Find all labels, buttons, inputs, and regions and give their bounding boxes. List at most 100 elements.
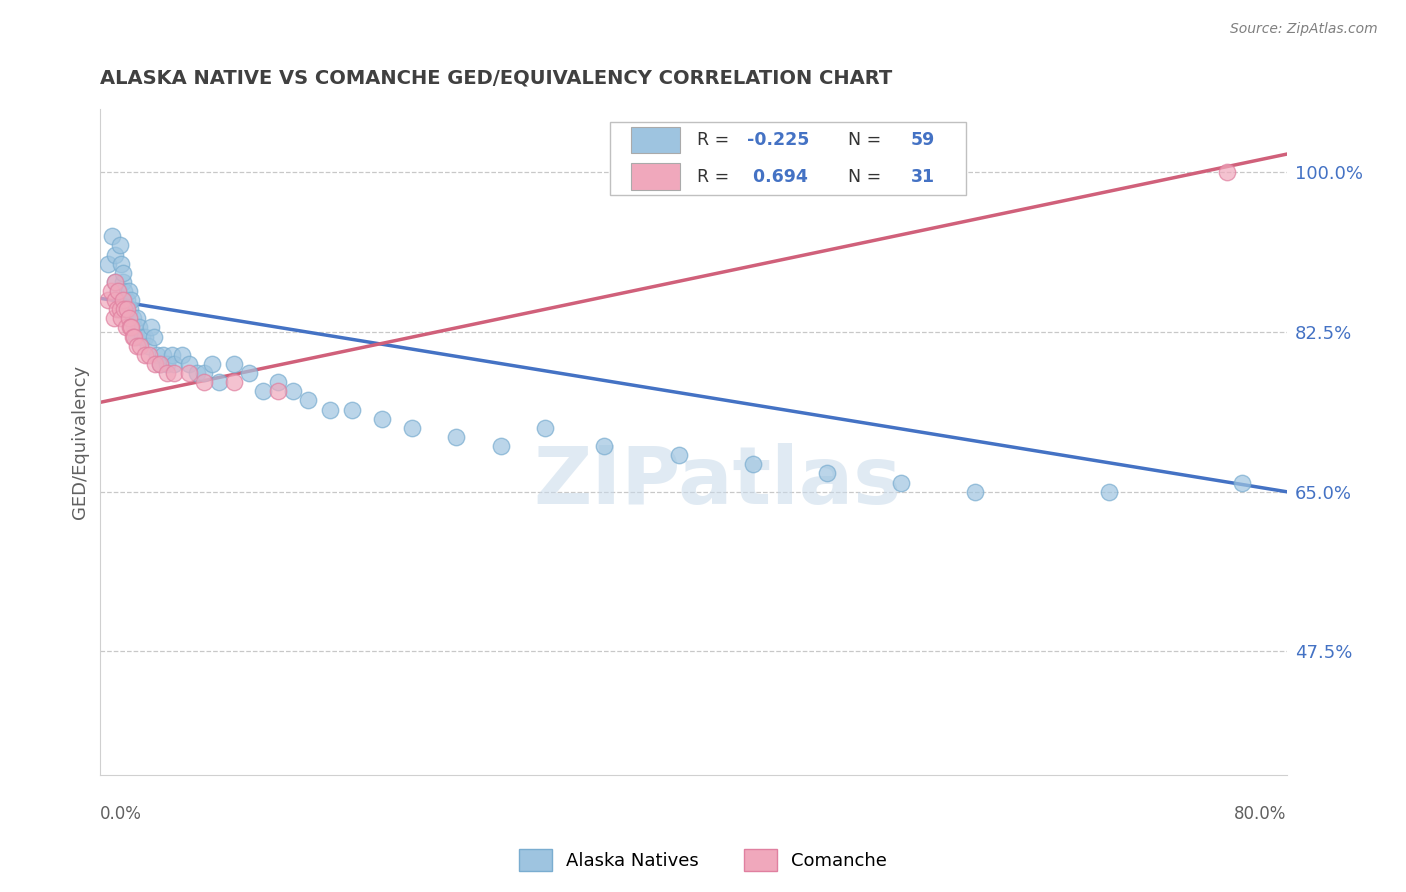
Point [134, 348, 156, 362]
Point [136, 339, 159, 353]
Point [97, 257, 120, 271]
Point [105, 302, 128, 317]
Point [117, 284, 139, 298]
Point [104, 247, 127, 261]
Point [110, 257, 132, 271]
Point [252, 384, 274, 399]
Point [401, 421, 423, 435]
Point [238, 366, 260, 380]
Point [118, 302, 141, 317]
Point [108, 302, 131, 317]
Point [152, 348, 174, 362]
Text: 0.694: 0.694 [747, 168, 807, 186]
Text: -0.225: -0.225 [747, 131, 810, 149]
Point [371, 411, 394, 425]
Point [156, 357, 179, 371]
Text: 0.0%: 0.0% [100, 805, 142, 822]
Point [125, 329, 148, 343]
Point [128, 320, 150, 334]
Text: N =: N = [837, 168, 887, 186]
Point [281, 384, 304, 399]
Point [129, 339, 152, 353]
Point [149, 357, 172, 371]
Point [444, 430, 467, 444]
Point [114, 302, 136, 317]
Point [124, 329, 146, 343]
Point [143, 357, 166, 371]
Point [1230, 475, 1253, 490]
Point [131, 329, 153, 343]
Point [179, 357, 201, 371]
Text: R =: R = [697, 131, 735, 149]
Point [107, 284, 129, 298]
Point [208, 376, 231, 390]
Point [118, 320, 141, 334]
Point [111, 293, 134, 307]
Point [267, 376, 290, 390]
Point [342, 402, 364, 417]
Point [163, 357, 186, 371]
Point [127, 339, 149, 353]
Text: 31: 31 [911, 168, 935, 186]
Point [965, 484, 987, 499]
Legend: Alaska Natives, Comanche: Alaska Natives, Comanche [512, 842, 894, 879]
Point [124, 320, 146, 334]
FancyBboxPatch shape [630, 163, 681, 190]
Point [489, 439, 512, 453]
Point [145, 348, 167, 362]
Point [134, 329, 156, 343]
Y-axis label: GED/Equivalency: GED/Equivalency [72, 365, 89, 518]
Text: 80.0%: 80.0% [1234, 805, 1286, 822]
Point [142, 329, 165, 343]
Point [112, 284, 135, 298]
Point [138, 348, 160, 362]
Point [193, 366, 215, 380]
Text: N =: N = [837, 131, 887, 149]
FancyBboxPatch shape [630, 127, 681, 153]
Point [117, 311, 139, 326]
Point [122, 311, 145, 326]
Point [156, 366, 179, 380]
Point [297, 393, 319, 408]
Point [193, 376, 215, 390]
Point [112, 293, 135, 307]
Point [103, 311, 125, 326]
Point [890, 475, 912, 490]
Point [114, 320, 136, 334]
Text: 59: 59 [911, 131, 935, 149]
Point [110, 311, 132, 326]
Point [741, 458, 763, 472]
Point [160, 348, 183, 362]
Point [115, 302, 138, 317]
Text: ZIPatlas: ZIPatlas [533, 442, 901, 521]
Point [111, 266, 134, 280]
Point [179, 366, 201, 380]
Point [101, 229, 124, 244]
Point [593, 439, 616, 453]
Point [1216, 165, 1239, 179]
Point [107, 284, 129, 298]
Point [139, 320, 162, 334]
Point [222, 357, 245, 371]
Point [111, 275, 134, 289]
Point [1097, 484, 1119, 499]
Point [170, 348, 193, 362]
Point [108, 238, 131, 252]
Point [112, 302, 135, 317]
Point [127, 311, 149, 326]
Point [267, 384, 290, 399]
Point [319, 402, 342, 417]
Point [200, 357, 222, 371]
Point [121, 293, 143, 307]
Point [104, 293, 127, 307]
Point [122, 329, 145, 343]
Text: R =: R = [697, 168, 735, 186]
Point [186, 366, 208, 380]
Point [104, 275, 127, 289]
Text: Source: ZipAtlas.com: Source: ZipAtlas.com [1230, 22, 1378, 37]
FancyBboxPatch shape [610, 122, 966, 195]
Point [104, 275, 127, 289]
Point [163, 366, 186, 380]
Point [534, 421, 557, 435]
Point [115, 293, 138, 307]
